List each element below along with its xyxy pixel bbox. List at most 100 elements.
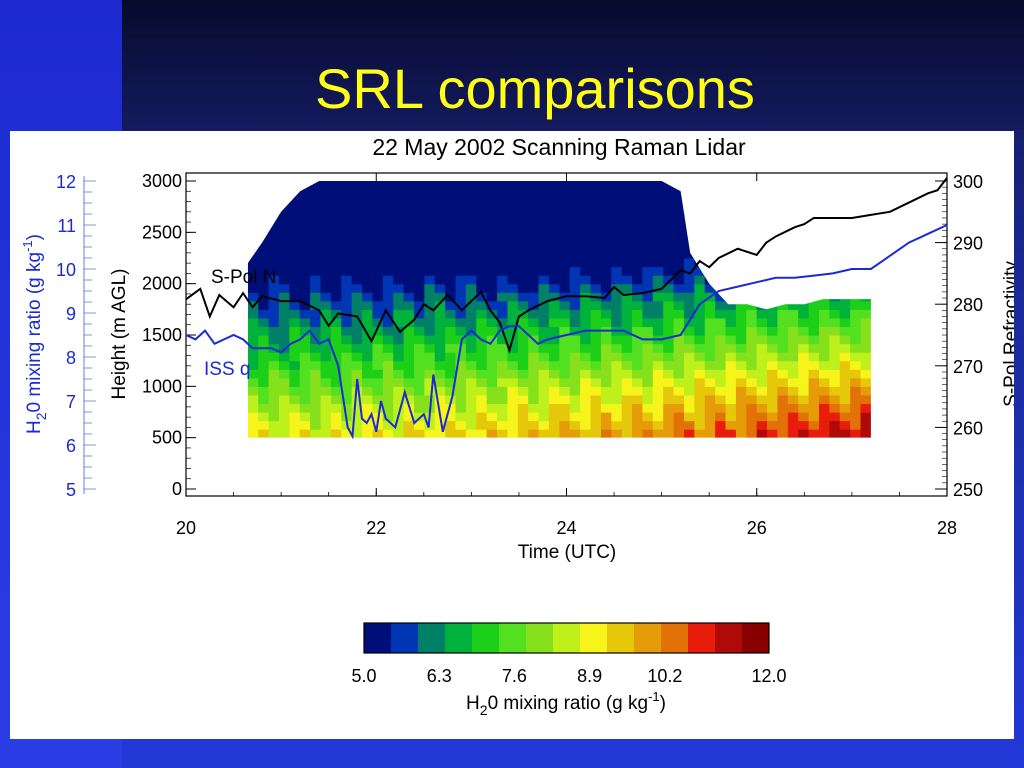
heatmap-cell bbox=[746, 206, 758, 216]
heatmap-cell bbox=[673, 369, 685, 379]
heatmap-cell bbox=[621, 189, 633, 199]
heatmap-cell bbox=[289, 360, 301, 370]
heatmap-cell bbox=[455, 275, 467, 285]
heatmap-cell bbox=[517, 266, 529, 276]
heatmap-cell bbox=[455, 326, 467, 336]
heatmap-cell bbox=[278, 266, 290, 276]
heatmap-cell bbox=[310, 275, 322, 285]
heatmap-cell bbox=[725, 181, 737, 191]
heatmap-cell bbox=[445, 258, 457, 268]
heatmap-cell bbox=[787, 412, 799, 422]
heatmap-cell bbox=[746, 292, 758, 302]
heatmap-cell bbox=[320, 275, 332, 285]
heatmap-cell bbox=[424, 198, 436, 208]
heatmap-cell bbox=[735, 300, 747, 310]
heatmap-cell bbox=[860, 377, 871, 387]
heatmap-cell bbox=[798, 198, 810, 208]
heatmap-cell bbox=[465, 386, 477, 396]
heatmap-cell bbox=[735, 206, 747, 216]
heatmap-cell bbox=[548, 189, 560, 199]
heatmap-cell bbox=[746, 360, 758, 370]
heatmap-cell bbox=[465, 206, 477, 216]
heatmap-column bbox=[507, 181, 519, 438]
heatmap-cell bbox=[465, 249, 477, 259]
heatmap-cell bbox=[808, 412, 820, 422]
heatmap-cell bbox=[559, 429, 571, 438]
heatmap-cell bbox=[767, 429, 779, 438]
heatmap-cell bbox=[382, 420, 394, 430]
heatmap-cell bbox=[538, 189, 550, 199]
heatmap-cell bbox=[632, 429, 644, 438]
heatmap-cell bbox=[465, 412, 477, 422]
heatmap-cell bbox=[756, 292, 768, 302]
heatmap-column bbox=[476, 181, 488, 438]
heatmap-cell bbox=[694, 292, 706, 302]
heatmap-cell bbox=[632, 300, 644, 310]
heatmap-cell bbox=[517, 258, 529, 268]
heatmap-cell bbox=[694, 189, 706, 199]
heatmap-cell bbox=[465, 403, 477, 413]
x-tick-label: 28 bbox=[937, 518, 957, 538]
heatmap-cell bbox=[341, 326, 353, 336]
heatmap-cell bbox=[777, 189, 789, 199]
heatmap-cell bbox=[403, 283, 415, 293]
heatmap-cell bbox=[632, 232, 644, 242]
heatmap-cell bbox=[652, 412, 664, 422]
heatmap-cell bbox=[683, 386, 695, 396]
heatmap-cell bbox=[465, 258, 477, 268]
colorbar-swatch bbox=[526, 623, 554, 653]
heatmap-cell bbox=[683, 420, 695, 430]
heatmap-cell bbox=[590, 181, 602, 191]
heatmap-cell bbox=[445, 420, 457, 430]
heatmap-cell bbox=[330, 223, 342, 233]
heatmap-cell bbox=[756, 283, 768, 293]
mixing-ratio-tick-label: 9 bbox=[66, 304, 76, 324]
heatmap-cell bbox=[663, 198, 675, 208]
heatmap-cell bbox=[403, 215, 415, 225]
heatmap-cell bbox=[299, 429, 311, 438]
heatmap-cell bbox=[341, 198, 353, 208]
heatmap-cell bbox=[278, 394, 290, 405]
heatmap-cell bbox=[673, 377, 685, 387]
heatmap-cell bbox=[839, 275, 851, 285]
heatmap-cell bbox=[642, 420, 654, 430]
heatmap-cell bbox=[756, 223, 768, 233]
heatmap-cell bbox=[278, 309, 290, 319]
heatmap-cell bbox=[434, 283, 446, 293]
heatmap-cell bbox=[445, 198, 457, 208]
heatmap-cell bbox=[268, 377, 280, 387]
heatmap-cell bbox=[351, 420, 363, 430]
heatmap-cell bbox=[818, 309, 830, 319]
heatmap-cell bbox=[538, 283, 550, 293]
heatmap-cell bbox=[746, 335, 758, 345]
heatmap-cell bbox=[289, 309, 301, 319]
heatmap-cell bbox=[683, 198, 695, 208]
heatmap-cell bbox=[569, 335, 581, 345]
heatmap-cell bbox=[476, 412, 488, 422]
heatmap-cell bbox=[777, 198, 789, 208]
heatmap-cell bbox=[569, 420, 581, 430]
heatmap-cell bbox=[829, 352, 841, 362]
heatmap-cell bbox=[362, 420, 374, 430]
heatmap-cell bbox=[777, 352, 789, 362]
heatmap-cell bbox=[538, 266, 550, 276]
heatmap-cell bbox=[434, 258, 446, 268]
heatmap-cell bbox=[372, 189, 384, 199]
heatmap-cell bbox=[860, 360, 871, 370]
heatmap-cell bbox=[663, 249, 675, 259]
heatmap-cell bbox=[642, 429, 654, 438]
heatmap-cell bbox=[590, 300, 602, 310]
heatmap-cell bbox=[663, 215, 675, 225]
heatmap-cell bbox=[528, 352, 540, 362]
x-tick-label: 26 bbox=[747, 518, 767, 538]
heatmap-cell bbox=[476, 429, 488, 438]
heatmap-cell bbox=[860, 300, 871, 310]
heatmap-cell bbox=[715, 232, 727, 242]
heatmap-cell bbox=[403, 360, 415, 370]
heatmap-cell bbox=[289, 412, 301, 422]
heatmap-cell bbox=[497, 309, 509, 319]
heatmap-cell bbox=[663, 386, 675, 396]
heatmap-cell bbox=[486, 223, 498, 233]
heatmap-cell bbox=[382, 403, 394, 413]
heatmap-cell bbox=[673, 283, 685, 293]
